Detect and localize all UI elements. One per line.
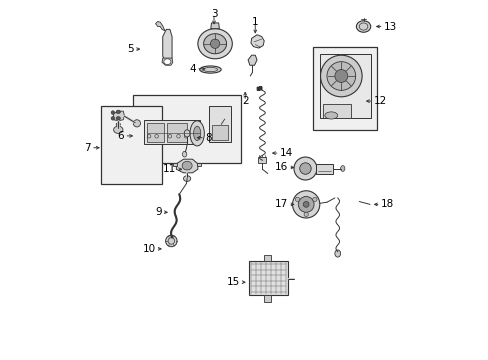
- Ellipse shape: [299, 163, 310, 174]
- Bar: [264, 296, 270, 302]
- Bar: [133, 95, 241, 163]
- Ellipse shape: [111, 111, 115, 114]
- Ellipse shape: [334, 250, 340, 257]
- Ellipse shape: [298, 197, 313, 212]
- Ellipse shape: [183, 176, 190, 181]
- Polygon shape: [163, 30, 172, 62]
- Text: 7: 7: [84, 143, 91, 153]
- Text: 12: 12: [373, 96, 386, 106]
- Polygon shape: [247, 55, 257, 65]
- Bar: [319, 54, 370, 118]
- Polygon shape: [162, 58, 172, 65]
- Bar: [101, 107, 162, 184]
- Text: 10: 10: [142, 244, 155, 254]
- Ellipse shape: [116, 123, 120, 126]
- Ellipse shape: [293, 157, 316, 180]
- Ellipse shape: [324, 112, 337, 119]
- Text: 9: 9: [155, 207, 162, 217]
- Text: 14: 14: [279, 148, 292, 158]
- Polygon shape: [155, 22, 164, 31]
- Ellipse shape: [203, 34, 226, 54]
- Ellipse shape: [326, 62, 355, 90]
- Ellipse shape: [182, 151, 186, 157]
- Text: 5: 5: [127, 44, 134, 54]
- Ellipse shape: [304, 212, 308, 217]
- Text: 6: 6: [118, 131, 124, 141]
- Polygon shape: [210, 23, 219, 29]
- Text: 15: 15: [226, 277, 240, 287]
- Ellipse shape: [292, 191, 319, 218]
- Bar: [248, 261, 287, 296]
- Ellipse shape: [165, 235, 177, 247]
- Text: 2: 2: [242, 96, 248, 106]
- Ellipse shape: [312, 197, 316, 202]
- Ellipse shape: [113, 126, 122, 134]
- Ellipse shape: [199, 66, 221, 73]
- Ellipse shape: [340, 166, 344, 171]
- Polygon shape: [250, 35, 264, 48]
- Ellipse shape: [116, 117, 120, 120]
- Ellipse shape: [334, 69, 347, 82]
- Ellipse shape: [295, 197, 299, 202]
- Text: 1: 1: [251, 17, 258, 27]
- Text: 3: 3: [210, 9, 217, 19]
- Ellipse shape: [163, 59, 171, 64]
- Text: 17: 17: [274, 199, 287, 210]
- Text: 4: 4: [189, 64, 196, 74]
- Polygon shape: [113, 111, 124, 121]
- Ellipse shape: [184, 130, 190, 137]
- Ellipse shape: [303, 202, 308, 207]
- Ellipse shape: [198, 29, 232, 59]
- Ellipse shape: [210, 39, 219, 48]
- Bar: [167, 123, 187, 141]
- Ellipse shape: [133, 120, 140, 127]
- Ellipse shape: [356, 21, 370, 32]
- Ellipse shape: [182, 161, 192, 170]
- Bar: [211, 126, 227, 140]
- Text: 11: 11: [163, 164, 176, 174]
- Bar: [322, 104, 351, 118]
- Ellipse shape: [193, 126, 201, 140]
- Text: 16: 16: [274, 162, 287, 172]
- Polygon shape: [176, 159, 198, 173]
- Text: 18: 18: [380, 199, 393, 210]
- Bar: [208, 107, 230, 142]
- Ellipse shape: [116, 110, 120, 114]
- Ellipse shape: [190, 121, 204, 146]
- Bar: [144, 120, 199, 144]
- Bar: [316, 163, 333, 174]
- Bar: [147, 123, 164, 141]
- Bar: [312, 47, 376, 130]
- Polygon shape: [197, 163, 201, 166]
- Text: 8: 8: [204, 133, 211, 143]
- Text: 13: 13: [383, 22, 396, 32]
- Bar: [264, 255, 270, 261]
- Ellipse shape: [111, 117, 115, 120]
- Ellipse shape: [320, 55, 362, 97]
- Polygon shape: [172, 163, 177, 166]
- Bar: [258, 157, 265, 163]
